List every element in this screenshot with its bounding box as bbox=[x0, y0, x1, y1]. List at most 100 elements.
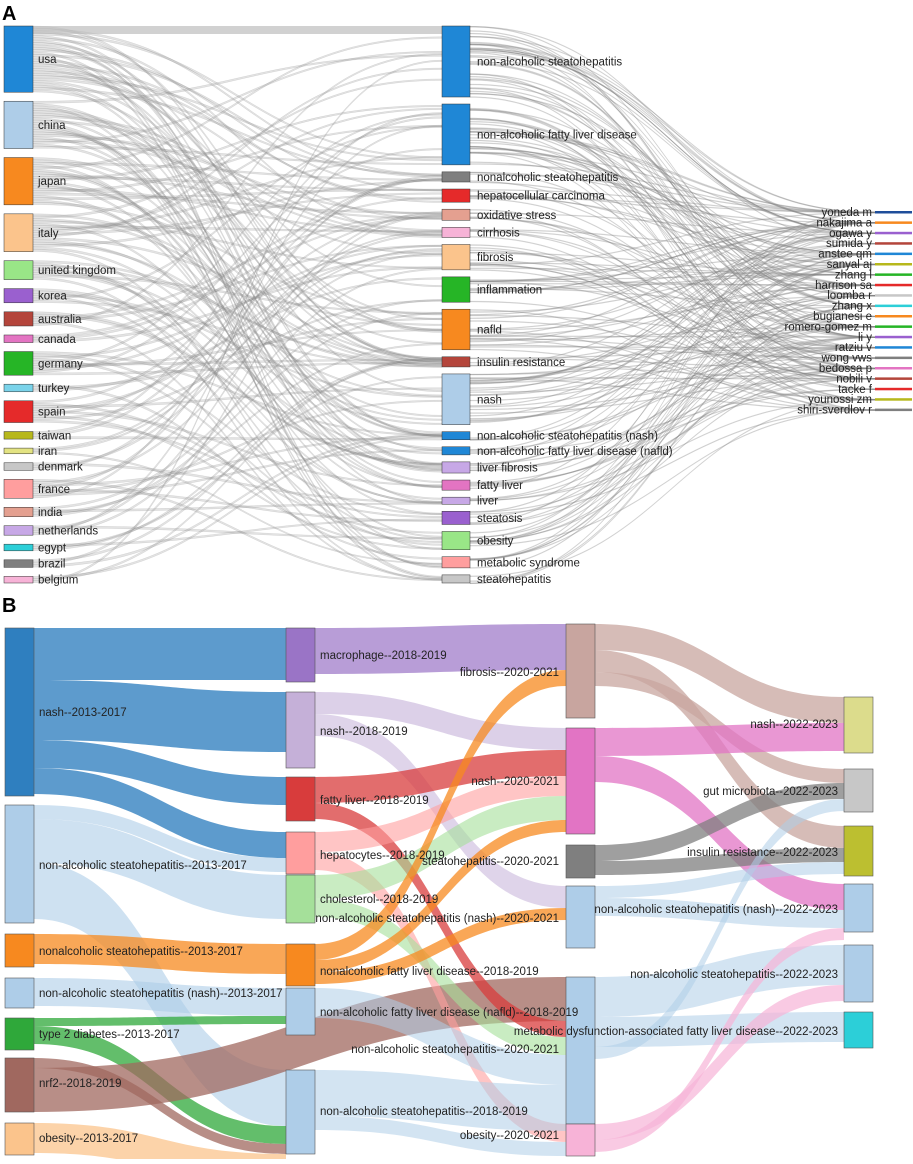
country-label-united-kingdom: united kingdom bbox=[38, 265, 116, 277]
flow-link-a1 bbox=[32, 300, 443, 368]
b-label-nrf2-2018-2019: nrf2--2018-2019 bbox=[39, 1078, 121, 1090]
country-node-china[interactable] bbox=[3, 100, 34, 149]
country-node-australia[interactable] bbox=[3, 311, 34, 327]
b-col3-node-fibrosis-2020-2021[interactable] bbox=[565, 623, 596, 719]
b-col2-node-fatty-liver-2018-2019[interactable] bbox=[285, 776, 316, 822]
country-node-united-kingdom[interactable] bbox=[3, 260, 34, 280]
keyword-node-liver[interactable] bbox=[441, 496, 471, 505]
keyword-node-obesity[interactable] bbox=[441, 531, 471, 550]
author-node-bedossa-p[interactable] bbox=[875, 367, 912, 370]
author-node-sumida-y[interactable] bbox=[875, 242, 912, 245]
country-node-taiwan[interactable] bbox=[3, 431, 34, 440]
author-node-shiri-sverdlov-r[interactable] bbox=[875, 408, 912, 412]
keyword-node-hepatocellular-carcinoma[interactable] bbox=[441, 188, 471, 203]
author-node-harrison-sa[interactable] bbox=[875, 283, 912, 287]
author-node-li-y[interactable] bbox=[875, 335, 912, 339]
author-node-zhang-l[interactable] bbox=[875, 273, 912, 276]
keyword-node-metabolic-syndrome[interactable] bbox=[441, 556, 471, 569]
b-col2-node-hepatocytes-2018-2019[interactable] bbox=[285, 831, 316, 875]
flow-link-a1 bbox=[32, 63, 443, 203]
b-col3-node-non-alcoholic-steatohepatitis-2020-2021[interactable] bbox=[565, 976, 596, 1125]
author-node-ratziu-v[interactable] bbox=[875, 346, 912, 349]
author-node-anstee-qm[interactable] bbox=[875, 252, 912, 256]
keyword-node-non-alcoholic-steatohepatitis[interactable] bbox=[441, 25, 471, 98]
b-col1-node-obesity-2013-2017[interactable] bbox=[4, 1122, 35, 1156]
country-node-japan[interactable] bbox=[3, 157, 34, 206]
keyword-node-nash[interactable] bbox=[441, 373, 471, 425]
author-node-sanyal-aj[interactable] bbox=[875, 263, 912, 266]
country-node-canada[interactable] bbox=[3, 334, 34, 343]
keyword-label-nonalcoholic-steatohepatitis: nonalcoholic steatohepatitis bbox=[477, 172, 619, 184]
country-node-iran[interactable] bbox=[3, 447, 34, 455]
author-node-nakajima-a[interactable] bbox=[875, 221, 912, 224]
b-col3-node-steatohepatitis-2020-2021[interactable] bbox=[565, 844, 596, 879]
b-label-non-alcoholic-steatohepatitis-2022-2023: non-alcoholic steatohepatitis--2022-2023 bbox=[630, 969, 838, 981]
keyword-node-fatty-liver[interactable] bbox=[441, 479, 471, 491]
keyword-node-oxidative-stress[interactable] bbox=[441, 208, 471, 221]
country-node-india[interactable] bbox=[3, 507, 34, 517]
b-col4-node-non-alcoholic-steatohepatitis-2022-2023[interactable] bbox=[843, 944, 874, 1003]
b-col4-node-non-alcoholic-steatohepatitis-nash-2022-2023[interactable] bbox=[843, 883, 874, 933]
b-col3-node-obesity-2020-2021[interactable] bbox=[565, 1123, 596, 1157]
b-col1-node-non-alcoholic-steatohepatitis-2013-2017[interactable] bbox=[4, 804, 35, 924]
b-col1-node-type-2-diabetes-2013-2017[interactable] bbox=[4, 1017, 35, 1051]
b-col1-node-nash-2013-2017[interactable] bbox=[4, 627, 35, 797]
country-node-germany[interactable] bbox=[3, 351, 34, 376]
b-col3-node-nash-2020-2021[interactable] bbox=[565, 727, 596, 835]
b-label-non-alcoholic-steatohepatitis-nash-2020-2021: non-alcoholic steatohepatitis (nash)--20… bbox=[315, 913, 559, 925]
country-node-egypt[interactable] bbox=[3, 543, 34, 552]
country-node-denmark[interactable] bbox=[3, 462, 34, 471]
author-node-bugianesi-e[interactable] bbox=[875, 315, 912, 318]
country-node-turkey[interactable] bbox=[3, 383, 34, 393]
keyword-node-liver-fibrosis[interactable] bbox=[441, 461, 471, 474]
author-node-ogawa-y[interactable] bbox=[875, 231, 912, 235]
keyword-node-non-alcoholic-fatty-liver-disease[interactable] bbox=[441, 103, 471, 166]
country-node-italy[interactable] bbox=[3, 213, 34, 252]
b-col1-node-nonalcoholic-steatohepatitis-2013-2017[interactable] bbox=[4, 933, 35, 968]
b-col4-node-nash-2022-2023[interactable] bbox=[843, 696, 874, 754]
author-node-romero-gomez-m[interactable] bbox=[875, 325, 912, 328]
keyword-label-non-alcoholic-fatty-liver-disease-nafld: non-alcoholic fatty liver disease (nafld… bbox=[477, 446, 673, 458]
flow-link-b bbox=[315, 796, 566, 899]
keyword-node-fibrosis[interactable] bbox=[441, 244, 471, 271]
keyword-node-non-alcoholic-fatty-liver-disease-nafld[interactable] bbox=[441, 446, 471, 456]
b-col2-node-non-alcoholic-steatohepatitis-2018-2019[interactable] bbox=[285, 1069, 316, 1155]
b-col4-node-insulin-resistance-2022-2023[interactable] bbox=[843, 825, 874, 877]
author-node-wong-vws[interactable] bbox=[875, 356, 912, 360]
b-col2-node-cholesterol-2018-2019[interactable] bbox=[285, 874, 316, 924]
keyword-node-insulin-resistance[interactable] bbox=[441, 356, 471, 368]
b-col2-node-non-alcoholic-fatty-liver-disease-nafld-2018-2019[interactable] bbox=[285, 987, 316, 1036]
country-node-belgium[interactable] bbox=[3, 576, 34, 584]
author-node-yoneda-m[interactable] bbox=[875, 211, 912, 214]
author-node-zhang-x[interactable] bbox=[875, 304, 912, 308]
keyword-node-cirrhosis[interactable] bbox=[441, 227, 471, 238]
author-node-nobili-v[interactable] bbox=[875, 377, 912, 380]
b-col1-node-nrf2-2018-2019[interactable] bbox=[4, 1057, 35, 1113]
country-node-brazil[interactable] bbox=[3, 559, 34, 568]
keyword-node-nafld[interactable] bbox=[441, 308, 471, 351]
flow-link-b bbox=[595, 799, 844, 1059]
b-col4-node-metabolic-dysfunction-associated-fatty-liver-disease-2022-2023[interactable] bbox=[843, 1011, 874, 1049]
keyword-node-non-alcoholic-steatohepatitis-nash[interactable] bbox=[441, 431, 471, 441]
author-label-bedossa-p: bedossa p bbox=[819, 363, 872, 375]
b-col2-node-macrophage-2018-2019[interactable] bbox=[285, 627, 316, 683]
author-node-tacke-f[interactable] bbox=[875, 387, 912, 391]
country-node-korea[interactable] bbox=[3, 288, 34, 304]
b-col2-node-nash-2018-2019[interactable] bbox=[285, 691, 316, 769]
keyword-node-nonalcoholic-steatohepatitis[interactable] bbox=[441, 171, 471, 183]
country-node-france[interactable] bbox=[3, 479, 34, 499]
country-node-netherlands[interactable] bbox=[3, 525, 34, 536]
keyword-node-steatohepatitis[interactable] bbox=[441, 574, 471, 584]
author-node-loomba-r[interactable] bbox=[875, 294, 912, 297]
keyword-label-fibrosis: fibrosis bbox=[477, 252, 514, 264]
author-node-younossi-zm[interactable] bbox=[875, 398, 912, 401]
b-col3-node-non-alcoholic-steatohepatitis-nash-2020-2021[interactable] bbox=[565, 885, 596, 949]
keyword-node-inflammation[interactable] bbox=[441, 276, 471, 303]
b-col1-node-non-alcoholic-steatohepatitis-nash-2013-2017[interactable] bbox=[4, 977, 35, 1009]
keyword-node-steatosis[interactable] bbox=[441, 511, 471, 525]
country-node-usa[interactable] bbox=[3, 25, 34, 93]
country-node-spain[interactable] bbox=[3, 400, 34, 423]
flow-link-b bbox=[315, 692, 566, 750]
b-col2-node-nonalcoholic-fatty-liver-disease-2018-2019[interactable] bbox=[285, 943, 316, 987]
b-col4-node-gut-microbiota-2022-2023[interactable] bbox=[843, 768, 874, 813]
